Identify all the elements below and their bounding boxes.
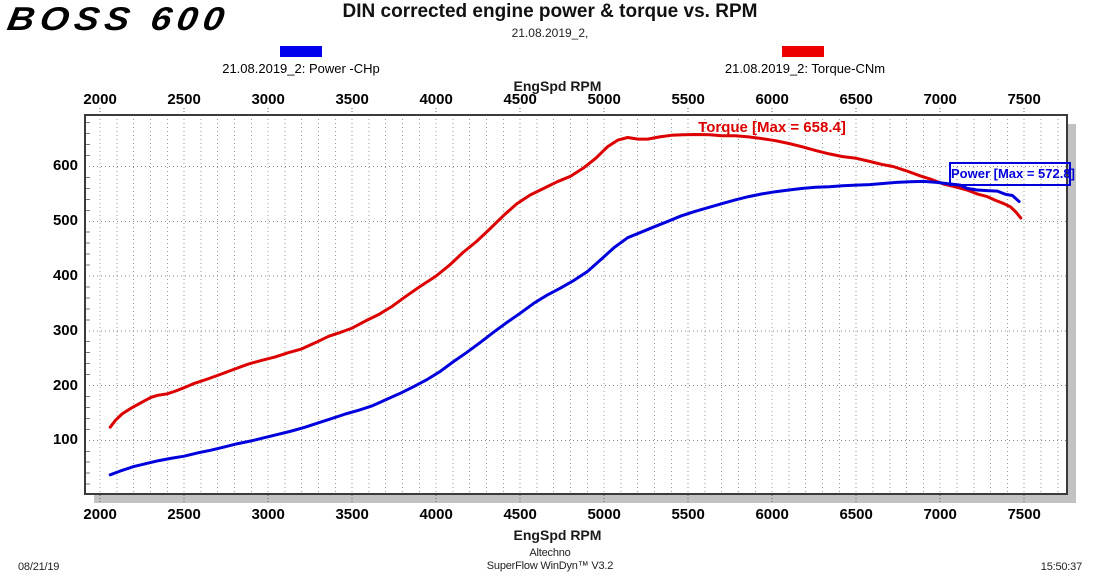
- y-tick-label: 400: [52, 267, 78, 285]
- x-tick-label-top: 7500: [1007, 91, 1041, 108]
- y-tick-label: 500: [52, 212, 78, 230]
- footer-time: 15:50:37: [1040, 561, 1082, 573]
- x-tick-label-top: 2000: [83, 91, 117, 108]
- x-tick-label-top: 4500: [503, 91, 537, 108]
- x-tick-label-top: 2500: [167, 91, 201, 108]
- footer-operator: Altechno: [529, 547, 571, 559]
- x-tick-label-bottom: 2500: [167, 506, 201, 523]
- y-tick-label: 200: [52, 376, 78, 394]
- torque-curve: [108, 133, 1023, 429]
- x-tick-label-bottom: 4000: [419, 506, 453, 523]
- x-tick-label-top: 3000: [251, 91, 285, 108]
- power-legend-swatch: [280, 46, 322, 57]
- y-tick-label: 600: [52, 157, 78, 175]
- x-tick-label-top: 6500: [839, 91, 873, 108]
- x-tick-label-top: 6000: [755, 91, 789, 108]
- power-max-annotation: Power [Max = 572.8]: [949, 162, 1075, 186]
- y-tick-label: 300: [52, 321, 78, 339]
- x-axis-title-top: EngSpd RPM: [513, 78, 602, 94]
- x-tick-label-bottom: 6500: [839, 506, 873, 523]
- x-tick-label-bottom: 5000: [587, 506, 621, 523]
- footer-date: 08/21/19: [18, 561, 60, 573]
- x-tick-label-bottom: 3000: [251, 506, 285, 523]
- x-axis-title-bottom: EngSpd RPM: [513, 527, 602, 543]
- torque-legend-label: 21.08.2019_2: Torque-CNm: [724, 61, 886, 76]
- x-tick-label-bottom: 4500: [503, 506, 537, 523]
- x-tick-label-bottom: 2000: [83, 506, 117, 523]
- x-tick-label-top: 5000: [587, 91, 621, 108]
- power-legend-label: 21.08.2019_2: Power -CHp: [222, 61, 380, 76]
- torque-legend-swatch: [782, 46, 824, 57]
- plot-background: [85, 115, 1067, 494]
- x-tick-label-top: 5500: [671, 91, 705, 108]
- y-tick-label: 100: [52, 431, 78, 449]
- chart-subtitle: 21.08.2019_2,: [511, 26, 589, 40]
- power-curve: [108, 179, 1021, 477]
- x-tick-label-bottom: 7000: [923, 506, 957, 523]
- x-tick-label-bottom: 5500: [671, 506, 705, 523]
- x-tick-label-bottom: 7500: [1007, 506, 1041, 523]
- plot-border: [84, 114, 1068, 495]
- footer-software-version: SuperFlow WinDyn™ V3.2: [486, 560, 614, 572]
- x-tick-label-top: 4000: [419, 91, 453, 108]
- x-tick-label-top: 3500: [335, 91, 369, 108]
- x-tick-label-bottom: 3500: [335, 506, 369, 523]
- chart-title: DIN corrected engine power & torque vs. …: [342, 1, 758, 22]
- torque-max-annotation: Torque [Max = 658.4]: [698, 119, 846, 136]
- x-tick-label-top: 7000: [923, 91, 957, 108]
- boss-600-logo: BOSS 600: [4, 0, 233, 37]
- x-tick-label-bottom: 6000: [755, 506, 789, 523]
